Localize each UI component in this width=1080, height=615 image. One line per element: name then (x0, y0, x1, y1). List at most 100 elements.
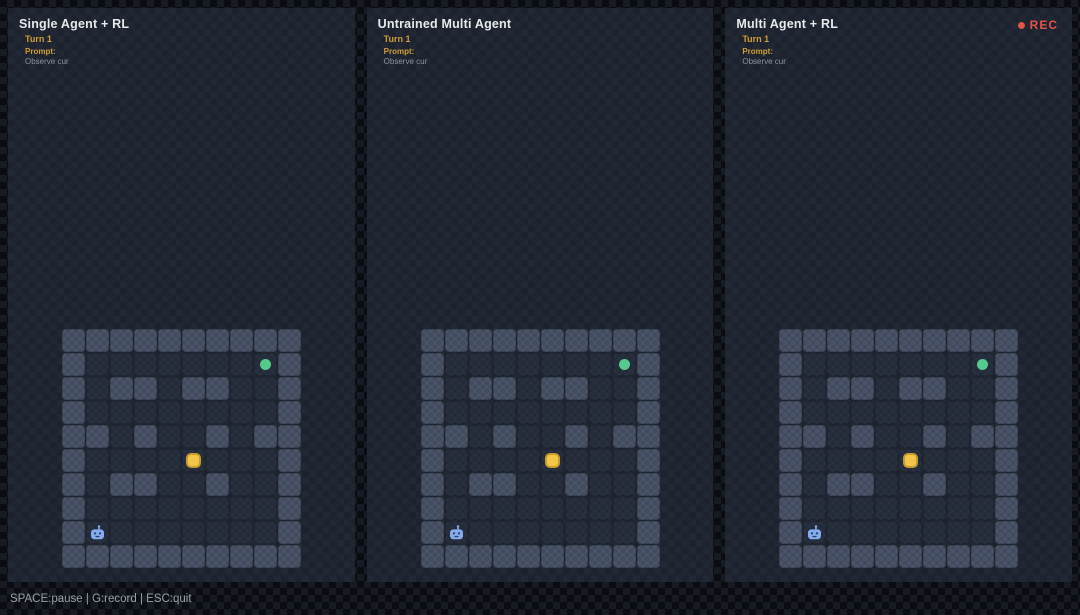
grid-cell (444, 473, 468, 496)
grid-cell (995, 449, 1019, 472)
grid-cell (157, 497, 181, 520)
grid-cell (995, 353, 1019, 376)
grid-cell (229, 497, 253, 520)
grid-cell (995, 401, 1019, 424)
grid-cell (85, 353, 109, 376)
panel-title: Untrained Multi Agent (377, 17, 512, 31)
grid-cell (564, 329, 588, 352)
grid-cell (61, 521, 85, 544)
grid-cell (468, 497, 492, 520)
grid-cell (468, 473, 492, 496)
grid-cell (277, 353, 301, 376)
grid-cell (181, 545, 205, 568)
grid-cell (468, 377, 492, 400)
grid-cell (636, 449, 660, 472)
robot-icon (90, 525, 105, 540)
grid-cell (971, 449, 995, 472)
grid-cell (851, 329, 875, 352)
grid-cell (277, 473, 301, 496)
grid-cell (636, 545, 660, 568)
grid-cell (229, 377, 253, 400)
grid-cell (875, 353, 899, 376)
grid-cell (779, 449, 803, 472)
grid-cell (540, 377, 564, 400)
grid-cell (516, 353, 540, 376)
grid-cell (636, 473, 660, 496)
grid-cell (468, 329, 492, 352)
grid-cell (875, 473, 899, 496)
grid-cell (564, 377, 588, 400)
grid-cell (229, 521, 253, 544)
prompt-label: Prompt: (25, 46, 56, 56)
grid-cell (492, 377, 516, 400)
grid-cell (181, 353, 205, 376)
grid-cell (612, 353, 636, 376)
grid-cell (851, 377, 875, 400)
grid-cell (181, 521, 205, 544)
grid-cell (181, 473, 205, 496)
goal-dot (259, 359, 271, 370)
grid-cell (564, 449, 588, 472)
grid-cell (540, 545, 564, 568)
grid-cell (61, 473, 85, 496)
grid-cell (923, 353, 947, 376)
grid-cell (468, 449, 492, 472)
grid-cell (181, 329, 205, 352)
grid-cell (181, 497, 205, 520)
grid-cell (803, 377, 827, 400)
grid-cell (588, 449, 612, 472)
grid-cell (157, 353, 181, 376)
grid-cell (564, 473, 588, 496)
grid-cell (109, 497, 133, 520)
grid-cell (253, 329, 277, 352)
grid-cell (923, 425, 947, 448)
grid-cell (875, 521, 899, 544)
prompt-label: Prompt: (383, 46, 415, 56)
grid-cell (588, 401, 612, 424)
grid-cell (612, 425, 636, 448)
grid-cell (564, 497, 588, 520)
grid-cell (923, 449, 947, 472)
grid-cell (85, 425, 109, 448)
grid-cell (612, 401, 636, 424)
turn-label: Turn 1 (742, 34, 770, 44)
grid-cell (875, 377, 899, 400)
grid-cell (612, 545, 636, 568)
grid-cell (468, 545, 492, 568)
grid-cell (133, 425, 157, 448)
grid-cell (253, 497, 277, 520)
turn-label: Turn 1 (383, 34, 411, 44)
grid-cell (947, 545, 971, 568)
grid-cell (205, 521, 229, 544)
grid-cell (947, 521, 971, 544)
grid-cell (875, 329, 899, 352)
robot-icon (449, 525, 464, 540)
grid-cell (277, 521, 301, 544)
grid-cell (851, 425, 875, 448)
grid-cell (803, 497, 827, 520)
grid-cell (492, 545, 516, 568)
grid-cell (803, 425, 827, 448)
grid-cell (540, 353, 564, 376)
grid-cell (229, 353, 253, 376)
grid-cell (779, 425, 803, 448)
grid-cell (61, 449, 85, 472)
grid-cell (851, 497, 875, 520)
grid-cell (205, 425, 229, 448)
grid-cell (923, 545, 947, 568)
grid-cell (779, 401, 803, 424)
grid-cell (564, 521, 588, 544)
grid-cell (923, 473, 947, 496)
grid-cell (947, 401, 971, 424)
grid-cell (109, 521, 133, 544)
grid-cell (468, 521, 492, 544)
grid-cell (444, 377, 468, 400)
grid-cell (947, 425, 971, 448)
grid-cell (420, 473, 444, 496)
grid-cell (588, 329, 612, 352)
grid-cell (85, 473, 109, 496)
grid-cell (636, 329, 660, 352)
grid-cell (540, 497, 564, 520)
grid-cell (588, 425, 612, 448)
grid-cell (540, 521, 564, 544)
